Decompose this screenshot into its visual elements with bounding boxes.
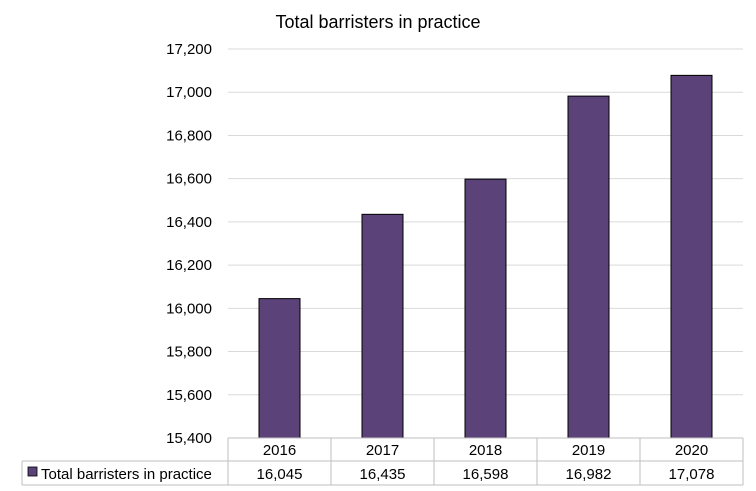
y-tick-label: 16,000 — [166, 300, 212, 317]
data-label: 16,045 — [257, 466, 303, 483]
y-tick-label: 16,600 — [166, 171, 212, 188]
category-label: 2019 — [572, 442, 605, 459]
y-tick-label: 16,800 — [166, 127, 212, 144]
data-table: 2016 16,045 2017 16,435 2018 16,598 2019 16,982… — [21, 437, 744, 486]
bar — [464, 178, 507, 439]
y-tick-label: 16,200 — [166, 257, 212, 274]
y-axis-tick-labels: 15,400 15,600 15,800 16,000 16,200 16,400 16,6… — [166, 41, 212, 447]
legend-series-name: Total barristers in practice — [41, 466, 212, 483]
y-tick-label: 17,200 — [166, 41, 212, 58]
bar — [258, 298, 301, 439]
category-label: 2016 — [263, 442, 296, 459]
data-label: 17,078 — [669, 466, 715, 483]
y-tick-label: 15,400 — [166, 430, 212, 447]
y-tick-label: 15,600 — [166, 387, 212, 404]
legend-swatch — [27, 466, 38, 477]
category-label: 2018 — [469, 442, 502, 459]
category-label: 2020 — [675, 442, 708, 459]
data-label: 16,982 — [566, 466, 612, 483]
data-label: 16,435 — [360, 466, 406, 483]
bars — [258, 74, 713, 439]
y-tick-label: 15,800 — [166, 344, 212, 361]
y-tick-label: 17,000 — [166, 84, 212, 101]
category-label: 2017 — [366, 442, 399, 459]
y-tick-label: 16,400 — [166, 214, 212, 231]
chart-title: Total barristers in practice — [275, 12, 480, 32]
data-label: 16,598 — [463, 466, 509, 483]
bar — [567, 95, 610, 439]
bar — [361, 213, 404, 439]
bar — [670, 74, 713, 439]
